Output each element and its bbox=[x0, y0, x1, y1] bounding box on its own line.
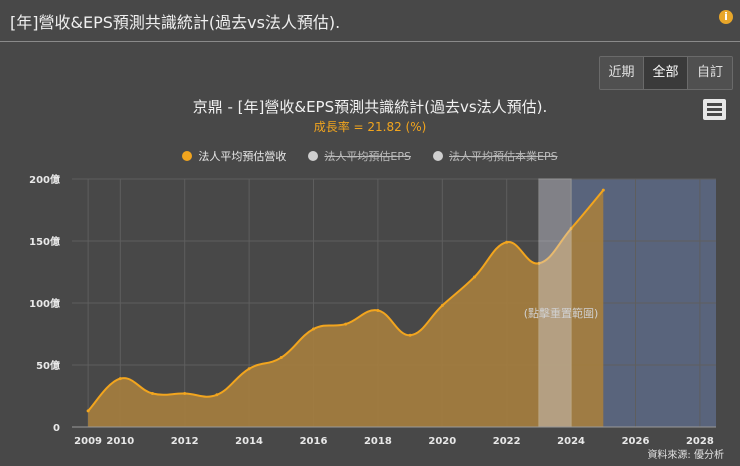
revenue-point bbox=[247, 367, 251, 371]
legend-item-revenue[interactable]: 法人平均預估營收 bbox=[182, 148, 286, 164]
revenue-point bbox=[408, 333, 412, 337]
x-tick-label: 2012 bbox=[171, 436, 199, 447]
x-tick-label: 2016 bbox=[300, 436, 328, 447]
revenue-point bbox=[473, 275, 476, 279]
panel-header: [年]營收&EPS預測共識統計(過去vs法人預估). i bbox=[0, 0, 740, 42]
legend-label-core-eps: 法人平均預估本業EPS bbox=[449, 150, 558, 163]
legend-item-core-eps[interactable]: 法人平均預估本業EPS bbox=[433, 148, 558, 164]
revenue-point bbox=[601, 188, 605, 192]
revenue-area bbox=[88, 190, 604, 427]
x-tick-label: 2014 bbox=[235, 436, 263, 447]
chart-title: 京鼎 - [年]營收&EPS預測共識統計(過去vs法人預估). bbox=[192, 98, 548, 116]
y-tick-label: 100億 bbox=[29, 297, 60, 310]
x-tick-label: 2022 bbox=[493, 436, 521, 447]
y-tick-label: 50億 bbox=[36, 359, 60, 372]
y-tick-label: 150億 bbox=[29, 235, 60, 248]
menu-icon[interactable] bbox=[703, 99, 726, 120]
x-tick-label: 2020 bbox=[428, 436, 456, 447]
revenue-point bbox=[118, 377, 122, 381]
range-all-button[interactable]: 全部 bbox=[644, 57, 688, 89]
x-tick-label: 2010 bbox=[106, 436, 134, 447]
legend-dot-core-eps bbox=[433, 151, 443, 161]
x-tick-label: 2009 bbox=[74, 436, 102, 447]
x-tick-label: 2024 bbox=[557, 436, 585, 447]
revenue-point bbox=[376, 308, 380, 312]
legend-item-eps[interactable]: 法人平均預估EPS bbox=[308, 148, 411, 164]
revenue-point bbox=[537, 261, 541, 265]
legend-dot-revenue bbox=[182, 151, 193, 161]
panel-title: [年]營收&EPS預測共識統計(過去vs法人預估). bbox=[10, 13, 341, 32]
y-tick-label: 0 bbox=[53, 423, 60, 434]
revenue-point bbox=[440, 303, 444, 307]
revenue-point bbox=[344, 322, 348, 326]
range-custom-button[interactable]: 自訂 bbox=[688, 57, 732, 89]
growth-rate-subtitle: 成長率 = 21.82 (%) bbox=[313, 120, 427, 134]
legend-label-eps: 法人平均預估EPS bbox=[324, 150, 411, 163]
revenue-point bbox=[151, 392, 154, 396]
revenue-point bbox=[86, 409, 90, 413]
zoom-selection-band[interactable] bbox=[538, 178, 572, 428]
range-recent-button[interactable]: 近期 bbox=[600, 57, 644, 89]
revenue-point bbox=[312, 327, 315, 331]
info-icon[interactable]: i bbox=[719, 10, 733, 24]
revenue-point bbox=[279, 356, 283, 360]
revenue-point bbox=[569, 227, 573, 231]
x-tick-label: 2028 bbox=[686, 436, 714, 447]
x-tick-label: 2018 bbox=[364, 436, 392, 447]
legend-dot-eps bbox=[308, 151, 319, 161]
data-source-note: 資料來源: 優分析 bbox=[647, 450, 724, 461]
revenue-point bbox=[215, 393, 219, 397]
range-selector: 近期 全部 自訂 bbox=[599, 56, 733, 90]
x-tick-label: 2026 bbox=[622, 436, 650, 447]
revenue-point bbox=[183, 392, 187, 396]
zoom-reset-label: (點擊重置範圍) bbox=[524, 306, 599, 320]
chart-legend: 法人平均預估營收 法人平均預估EPS 法人平均預估本業EPS bbox=[0, 148, 740, 164]
y-tick-label: 200億 bbox=[29, 173, 60, 186]
revenue-point bbox=[505, 240, 509, 244]
legend-label-revenue: 法人平均預估營收 bbox=[198, 150, 287, 163]
